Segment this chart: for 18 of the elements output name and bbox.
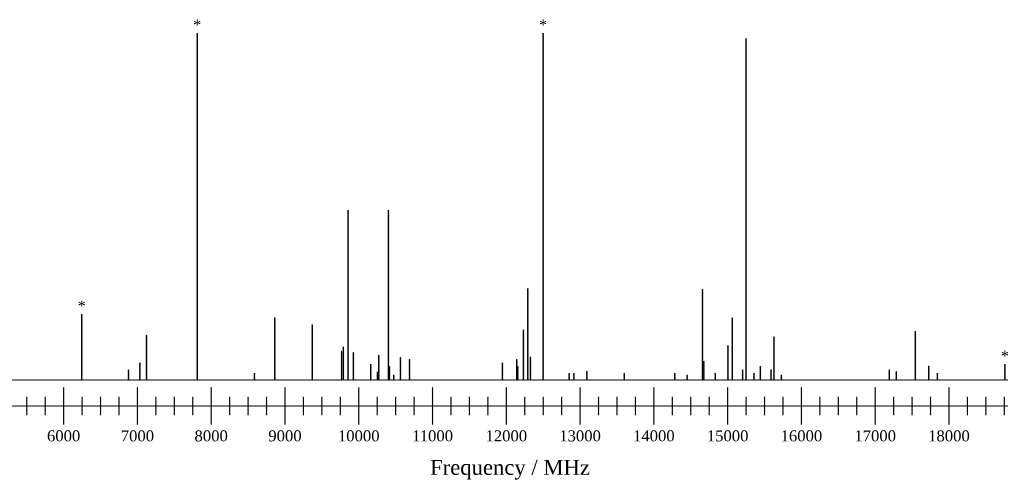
x-tick-label: 8000 xyxy=(195,430,228,442)
annotation: * xyxy=(539,19,547,26)
x-tick-label: 15000 xyxy=(708,430,748,442)
x-tick-label: 6000 xyxy=(47,430,80,442)
x-tick-label: 17000 xyxy=(855,430,896,442)
x-tick-label: 14000 xyxy=(634,430,675,442)
annotation: * xyxy=(194,19,201,26)
x-tick-label: 18000 xyxy=(929,430,970,442)
annotation: * xyxy=(1001,350,1009,357)
annotation: * xyxy=(78,300,85,307)
x-tick-label: 10000 xyxy=(339,430,379,442)
x-tick-label: 9000 xyxy=(268,430,302,442)
x-axis-title: Frequency / MHz xyxy=(430,459,590,480)
x-tick-label: 7000 xyxy=(121,430,154,442)
x-tick-label: 12000 xyxy=(486,430,527,442)
x-tick-label: 11000 xyxy=(413,430,453,442)
x-tick-label: 16000 xyxy=(782,430,822,442)
x-tick-label: 13000 xyxy=(560,430,601,442)
